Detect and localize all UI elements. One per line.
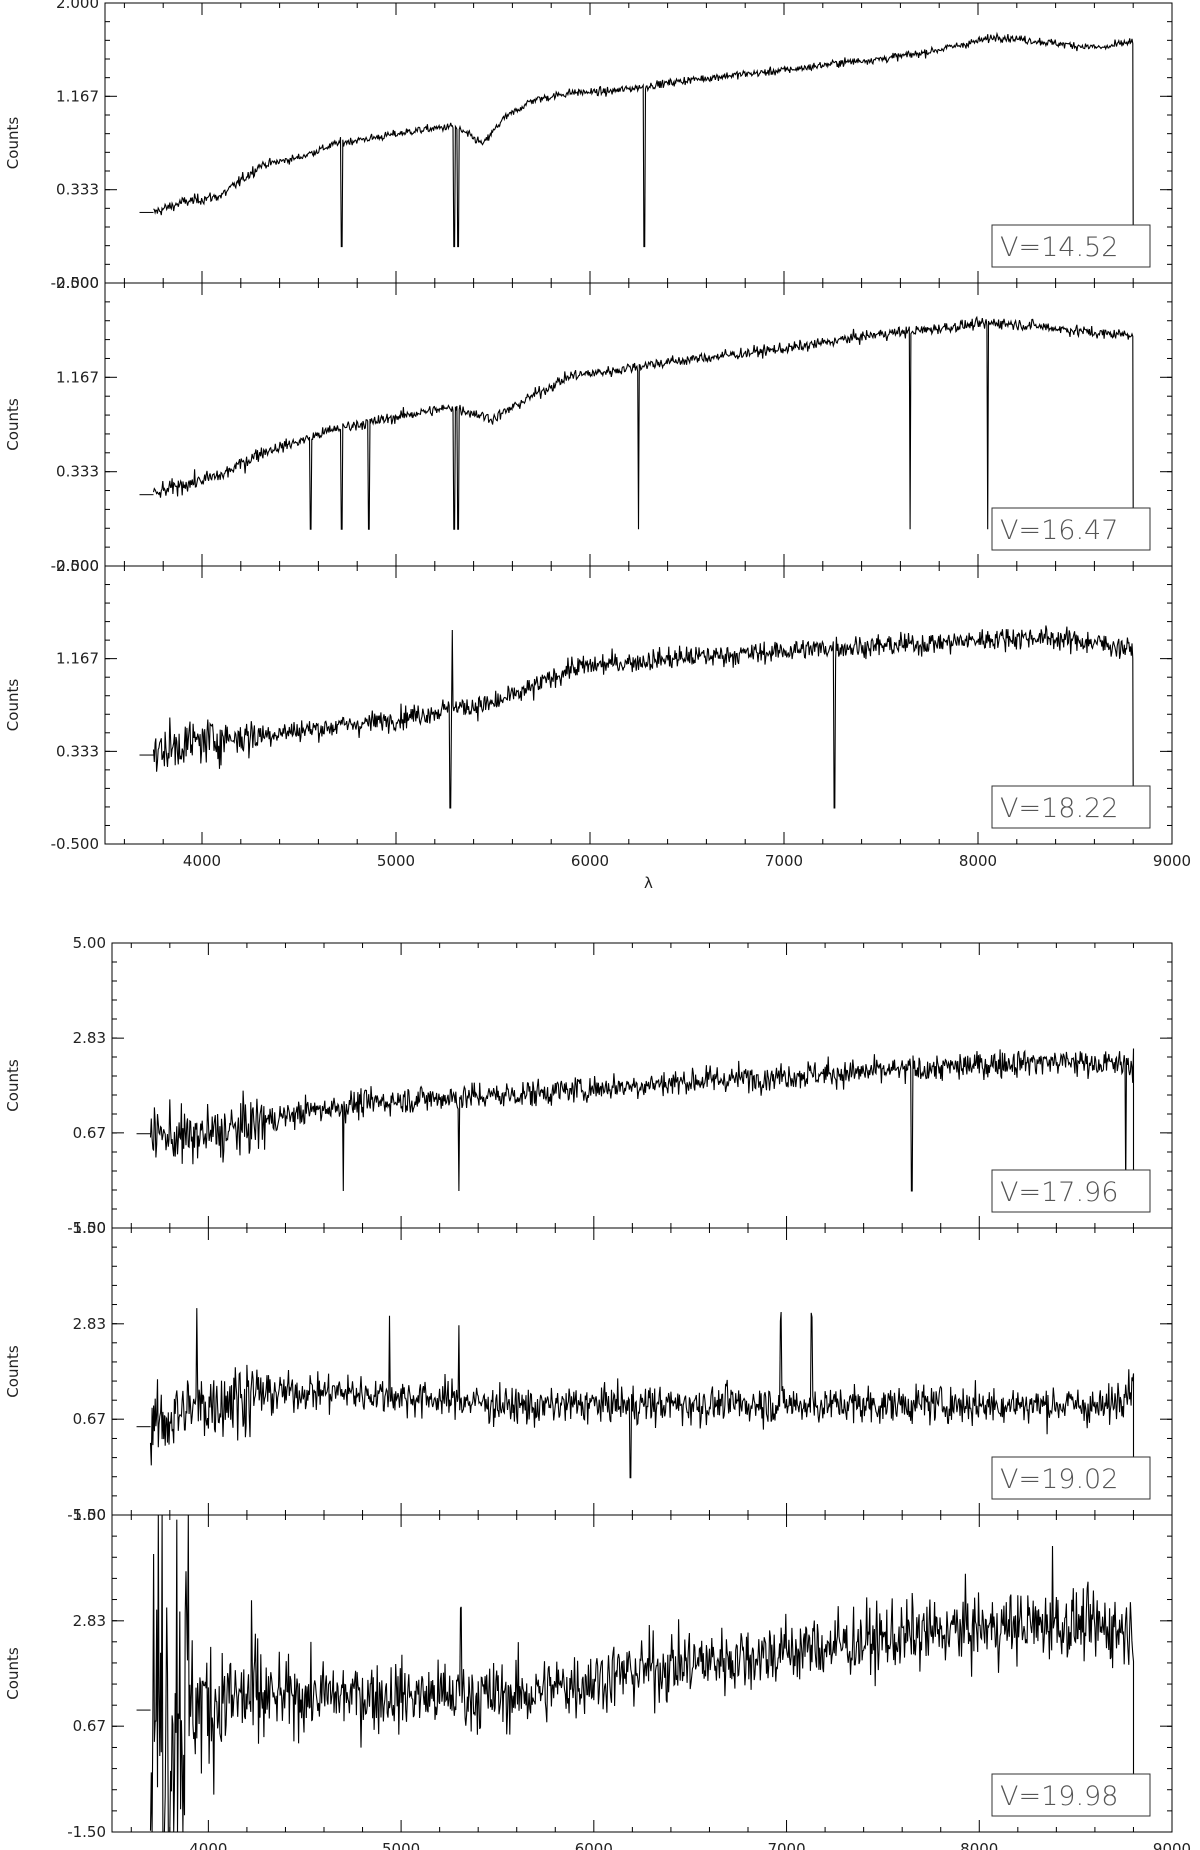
spectrum-line-3 (152, 625, 1134, 809)
panel-5: 5.00 2.83 0.67 -1.50 Counts V=19.02 (4, 1219, 1173, 1524)
y-tick-label: 2.83 (73, 1315, 106, 1333)
magnitude-label: V=17.96 (1000, 1177, 1118, 1208)
y-tick-label: 2.000 (56, 0, 99, 12)
spectrum-line-2 (152, 315, 1134, 530)
magnitude-label-box (991, 1169, 1151, 1213)
y-tick-label: 0.333 (56, 181, 99, 199)
panel-6: 5.00 2.83 0.67 -1.50 4000 5000 6000 7000 8000 900… (4, 1506, 1191, 1850)
y-tick-label: -0.500 (51, 557, 99, 575)
panel-1: 2.000 1.167 0.333 -0.500 Counts V=14.52 (4, 0, 1173, 292)
spectrum-line-5 (149, 1308, 1135, 1479)
x-tick-label: 8000 (959, 852, 997, 870)
y-tick-label: 5.00 (73, 934, 106, 952)
panel-3: 2.000 1.167 0.333 -0.500 4000 5000 6000 7000 800… (4, 557, 1191, 892)
spectrum-line-1 (153, 31, 1134, 248)
x-tick-label: 8000 (960, 1840, 998, 1850)
y-axis-title: Counts (4, 679, 22, 732)
x-tick-label: 5000 (382, 1840, 420, 1850)
spectrum-line-4 (149, 1048, 1135, 1192)
y-tick-label: -1.50 (67, 1506, 106, 1524)
y-tick-label: 2.000 (56, 557, 99, 575)
y-tick-label: 1.167 (56, 368, 99, 386)
y-tick-label: -1.50 (67, 1823, 106, 1841)
x-tick-label: 7000 (767, 1840, 805, 1850)
magnitude-label-box (991, 1773, 1151, 1817)
magnitude-label: V=16.47 (1000, 515, 1118, 546)
y-axis-title: Counts (4, 117, 22, 170)
x-tick-label: 9000 (1153, 1840, 1191, 1850)
y-axis-title: Counts (4, 1059, 22, 1112)
y-tick-label: 0.333 (56, 463, 99, 481)
x-tick-label: 7000 (765, 852, 803, 870)
y-tick-label: 0.67 (73, 1124, 106, 1142)
plot-frame (111, 1514, 1173, 1833)
y-tick-label: 2.83 (73, 1612, 106, 1630)
plot-frame (104, 565, 1173, 845)
magnitude-label-box (991, 785, 1151, 829)
y-tick-label: 0.67 (73, 1410, 106, 1428)
y-tick-label: -0.500 (51, 835, 99, 853)
magnitude-label-box (991, 224, 1151, 268)
y-tick-label: -1.50 (67, 1219, 106, 1237)
magnitude-label: V=19.98 (1000, 1781, 1118, 1812)
magnitude-label: V=18.22 (1000, 793, 1118, 824)
x-tick-label: 4000 (189, 1840, 227, 1850)
y-tick-label: 1.167 (56, 650, 99, 668)
y-axis-title: Counts (4, 398, 22, 451)
y-tick-label: 5.00 (73, 1506, 106, 1524)
y-axis-title: Counts (4, 1345, 22, 1398)
y-tick-label: 0.333 (56, 742, 99, 760)
x-tick-label: 4000 (183, 852, 221, 870)
panel-4: 5.00 2.83 0.67 -1.50 Counts V=17.96 (4, 934, 1173, 1237)
x-axis-title: λ (644, 874, 653, 892)
magnitude-label-box (991, 1456, 1151, 1500)
panel-2: 2.000 1.167 0.333 -0.500 Counts V=16.47 (4, 274, 1173, 575)
x-tick-label: 5000 (377, 852, 415, 870)
magnitude-label: V=19.02 (1000, 1464, 1118, 1495)
y-tick-label: -0.500 (51, 274, 99, 292)
x-tick-label: 6000 (571, 852, 609, 870)
y-tick-label: 5.00 (73, 1219, 106, 1237)
x-tick-label: 6000 (575, 1840, 613, 1850)
y-tick-label: 1.167 (56, 87, 99, 105)
magnitude-label-box (991, 507, 1151, 551)
y-tick-label: 2.000 (56, 274, 99, 292)
y-tick-label: 2.83 (73, 1029, 106, 1047)
y-tick-label: 0.67 (73, 1717, 106, 1735)
x-tick-label: 9000 (1153, 852, 1191, 870)
magnitude-label: V=14.52 (1000, 232, 1118, 263)
spectrum-line-6 (149, 1514, 1135, 1833)
y-axis-title: Counts (4, 1647, 22, 1700)
